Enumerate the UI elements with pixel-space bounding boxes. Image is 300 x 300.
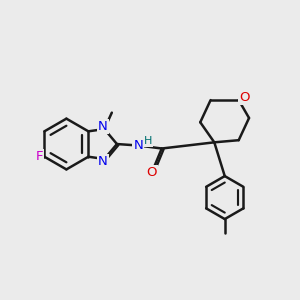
Text: N: N bbox=[134, 139, 143, 152]
Text: H: H bbox=[144, 136, 152, 146]
Text: O: O bbox=[239, 91, 249, 104]
Text: N: N bbox=[98, 155, 108, 168]
Text: O: O bbox=[147, 166, 157, 179]
Text: F: F bbox=[35, 150, 43, 163]
Text: N: N bbox=[98, 120, 108, 133]
